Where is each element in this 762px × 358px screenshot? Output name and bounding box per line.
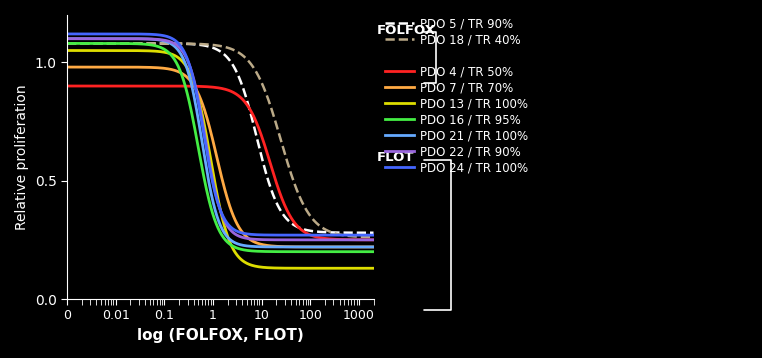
PDO 18 / TR 40% <box>314 222 323 227</box>
Text: FLOT: FLOT <box>376 151 414 164</box>
PDO 5 / TR 90% <box>208 45 217 50</box>
Line: PDO 4 / TR 50%: PDO 4 / TR 50% <box>67 86 373 240</box>
Line: PDO 24 / TR 100%: PDO 24 / TR 100% <box>67 34 373 235</box>
PDO 13 / TR 100% <box>369 266 378 270</box>
PDO 22 / TR 90% <box>229 230 238 234</box>
PDO 24 / TR 100% <box>245 232 254 236</box>
PDO 7 / TR 70% <box>369 245 378 249</box>
PDO 5 / TR 90% <box>62 41 72 45</box>
PDO 7 / TR 70% <box>62 65 72 69</box>
PDO 13 / TR 100% <box>210 178 219 182</box>
Line: PDO 16 / TR 95%: PDO 16 / TR 95% <box>67 43 373 252</box>
PDO 22 / TR 90% <box>208 177 217 182</box>
PDO 13 / TR 100% <box>314 266 323 270</box>
PDO 16 / TR 95% <box>210 217 219 221</box>
X-axis label: log (FOLFOX, FLOT): log (FOLFOX, FLOT) <box>137 328 303 343</box>
PDO 4 / TR 50% <box>314 235 323 240</box>
PDO 5 / TR 90% <box>369 231 378 235</box>
PDO 24 / TR 100% <box>362 233 371 237</box>
PDO 13 / TR 100% <box>208 168 217 172</box>
PDO 24 / TR 100% <box>208 180 217 184</box>
PDO 21 / TR 100% <box>208 198 217 202</box>
PDO 7 / TR 70% <box>210 145 219 149</box>
PDO 7 / TR 70% <box>245 237 254 241</box>
PDO 4 / TR 50% <box>208 85 217 89</box>
PDO 4 / TR 50% <box>210 85 219 90</box>
PDO 5 / TR 90% <box>210 46 219 50</box>
PDO 16 / TR 95% <box>362 250 371 254</box>
PDO 21 / TR 100% <box>369 245 378 249</box>
PDO 21 / TR 100% <box>62 37 72 41</box>
PDO 13 / TR 100% <box>229 246 238 251</box>
Legend: PDO 5 / TR 90%, PDO 18 / TR 40%, , PDO 4 / TR 50%, PDO 7 / TR 70%, PDO 13 / TR 1: PDO 5 / TR 90%, PDO 18 / TR 40%, , PDO 4… <box>383 15 531 176</box>
PDO 7 / TR 70% <box>362 245 371 249</box>
PDO 18 / TR 40% <box>369 235 378 240</box>
PDO 24 / TR 100% <box>229 227 238 231</box>
PDO 13 / TR 100% <box>362 266 371 270</box>
PDO 5 / TR 90% <box>229 63 238 67</box>
PDO 18 / TR 40% <box>229 47 238 52</box>
PDO 22 / TR 90% <box>362 238 371 242</box>
PDO 5 / TR 90% <box>245 107 254 111</box>
PDO 21 / TR 100% <box>229 240 238 244</box>
PDO 7 / TR 70% <box>314 245 323 249</box>
PDO 5 / TR 90% <box>362 231 371 235</box>
PDO 5 / TR 90% <box>314 229 323 234</box>
PDO 16 / TR 95% <box>208 211 217 216</box>
PDO 16 / TR 95% <box>62 41 72 45</box>
PDO 16 / TR 95% <box>245 248 254 253</box>
PDO 22 / TR 90% <box>245 237 254 241</box>
PDO 24 / TR 100% <box>210 188 219 193</box>
PDO 4 / TR 50% <box>362 238 371 242</box>
PDO 24 / TR 100% <box>314 233 323 237</box>
PDO 22 / TR 90% <box>210 186 219 190</box>
Y-axis label: Relative proliferation: Relative proliferation <box>15 84 29 230</box>
PDO 22 / TR 90% <box>314 238 323 242</box>
PDO 24 / TR 100% <box>369 233 378 237</box>
Line: PDO 13 / TR 100%: PDO 13 / TR 100% <box>67 50 373 268</box>
PDO 21 / TR 100% <box>245 244 254 248</box>
PDO 24 / TR 100% <box>62 32 72 36</box>
PDO 22 / TR 90% <box>369 238 378 242</box>
PDO 18 / TR 40% <box>362 235 371 239</box>
PDO 4 / TR 50% <box>369 238 378 242</box>
PDO 16 / TR 95% <box>369 250 378 254</box>
Line: PDO 18 / TR 40%: PDO 18 / TR 40% <box>67 43 373 237</box>
Line: PDO 21 / TR 100%: PDO 21 / TR 100% <box>67 39 373 247</box>
PDO 4 / TR 50% <box>62 84 72 88</box>
Line: PDO 7 / TR 70%: PDO 7 / TR 70% <box>67 67 373 247</box>
PDO 16 / TR 95% <box>229 244 238 248</box>
PDO 22 / TR 90% <box>62 37 72 41</box>
PDO 13 / TR 100% <box>245 262 254 267</box>
PDO 4 / TR 50% <box>229 90 238 94</box>
PDO 18 / TR 40% <box>62 41 72 45</box>
PDO 13 / TR 100% <box>62 48 72 53</box>
PDO 18 / TR 40% <box>245 60 254 64</box>
PDO 18 / TR 40% <box>208 43 217 47</box>
PDO 21 / TR 100% <box>362 245 371 249</box>
Line: PDO 5 / TR 90%: PDO 5 / TR 90% <box>67 43 373 233</box>
PDO 7 / TR 70% <box>229 213 238 217</box>
PDO 7 / TR 70% <box>208 137 217 141</box>
PDO 21 / TR 100% <box>210 205 219 209</box>
PDO 18 / TR 40% <box>210 43 219 47</box>
PDO 16 / TR 95% <box>314 250 323 254</box>
Line: PDO 22 / TR 90%: PDO 22 / TR 90% <box>67 39 373 240</box>
PDO 4 / TR 50% <box>245 106 254 111</box>
Text: FOLFOX: FOLFOX <box>376 24 436 37</box>
PDO 21 / TR 100% <box>314 245 323 249</box>
